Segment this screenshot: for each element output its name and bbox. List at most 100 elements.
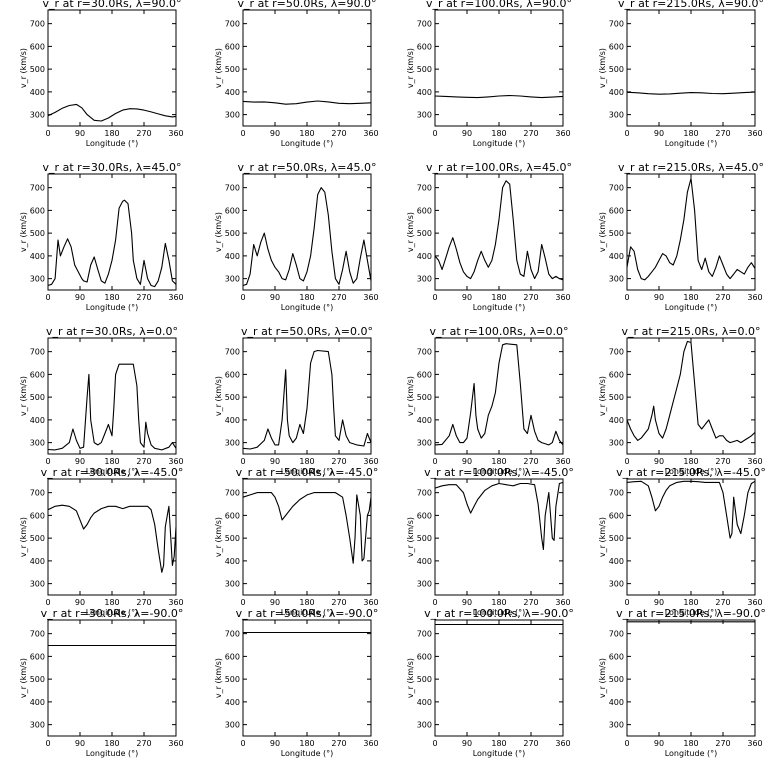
- y-tick-label: 600: [225, 511, 240, 520]
- y-tick-label: 700: [30, 489, 45, 498]
- x-axis-label: Longitude (°): [665, 467, 718, 476]
- x-tick-label: 360: [363, 739, 378, 748]
- y-tick-label: 600: [225, 370, 240, 379]
- y-tick-label: 300: [225, 111, 240, 120]
- y-tick-label: 500: [30, 393, 45, 402]
- y-tick-label: 400: [417, 416, 432, 425]
- panel-title: v_r at r=50.0Rs, λ=0.0°: [241, 325, 373, 338]
- series-line: [626, 177, 756, 281]
- y-tick-label: 500: [609, 675, 624, 684]
- y-tick-label: 700: [30, 184, 45, 193]
- x-tick-label: 0: [432, 293, 437, 302]
- y-tick-label: 500: [225, 393, 240, 402]
- y-axis-label: v_r (km/s): [406, 517, 415, 557]
- x-tick-label: 180: [104, 598, 119, 607]
- x-tick-label: 360: [363, 457, 378, 466]
- x-tick-label: 0: [240, 739, 245, 748]
- y-tick-label: 300: [609, 439, 624, 448]
- x-tick-label: 270: [715, 129, 730, 138]
- x-tick-label: 90: [462, 739, 472, 748]
- y-tick-label: 600: [609, 511, 624, 520]
- x-tick-label: 270: [523, 739, 538, 748]
- x-tick-label: 90: [654, 129, 664, 138]
- plot-frame: [434, 9, 564, 127]
- y-axis-label: v_r (km/s): [214, 48, 223, 88]
- x-tick-label: 0: [432, 598, 437, 607]
- x-tick-label: 270: [136, 457, 151, 466]
- y-tick-label: 300: [609, 721, 624, 730]
- x-tick-label: 0: [624, 457, 629, 466]
- x-tick-label: 90: [270, 739, 280, 748]
- panel-title: v_r at r=50.0Rs, λ=90.0°: [238, 0, 377, 10]
- panel-20: v_r at r=215.0Rs, λ=-90.0° 0 90 180 270 360 30…: [598, 607, 766, 758]
- panel-3: v_r at r=100.0Rs, λ=90.0° 0 90 180 270 360 300…: [406, 0, 572, 148]
- y-tick-label: 400: [609, 698, 624, 707]
- x-tick-label: 360: [747, 739, 762, 748]
- x-axis-label: Longitude (°): [473, 608, 526, 617]
- x-tick-label: 270: [331, 293, 346, 302]
- x-tick-label: 270: [715, 598, 730, 607]
- y-axis-label: v_r (km/s): [406, 212, 415, 252]
- x-axis-label: Longitude (°): [665, 139, 718, 148]
- panel-title: v_r at r=50.0Rs, λ=45.0°: [238, 161, 377, 174]
- series-line: [242, 349, 372, 450]
- y-tick-label: 500: [417, 65, 432, 74]
- y-tick-label: 700: [417, 348, 432, 357]
- y-tick-label: 400: [417, 557, 432, 566]
- plot-frame: [626, 9, 756, 127]
- x-tick-label: 90: [654, 598, 664, 607]
- x-axis-label: Longitude (°): [86, 608, 139, 617]
- y-tick-label: 400: [225, 88, 240, 97]
- y-tick-label: 600: [417, 42, 432, 51]
- y-tick-label: 400: [417, 698, 432, 707]
- y-tick-label: 300: [417, 580, 432, 589]
- x-tick-label: 180: [683, 293, 698, 302]
- plot-frame: [47, 173, 177, 291]
- x-tick-label: 270: [715, 293, 730, 302]
- panel-1: v_r at r=30.0Rs, λ=90.0° 0 90 180 270 360 300 4…: [19, 0, 184, 148]
- x-tick-label: 180: [683, 739, 698, 748]
- y-tick-label: 600: [225, 206, 240, 215]
- x-tick-label: 270: [136, 293, 151, 302]
- y-tick-label: 500: [417, 393, 432, 402]
- y-tick-label: 300: [225, 275, 240, 284]
- x-tick-label: 90: [270, 457, 280, 466]
- panel-title: v_r at r=30.0Rs, λ=-45.0°: [41, 466, 184, 479]
- series-line: [47, 363, 177, 451]
- x-tick-label: 270: [523, 293, 538, 302]
- panel-title: v_r at r=100.0Rs, λ=-45.0°: [424, 466, 574, 479]
- x-axis-label: Longitude (°): [281, 467, 334, 476]
- y-tick-label: 300: [30, 580, 45, 589]
- y-tick-label: 600: [417, 206, 432, 215]
- y-axis-label: v_r (km/s): [19, 376, 28, 416]
- x-tick-label: 360: [555, 457, 570, 466]
- panel-7: v_r at r=100.0Rs, λ=45.0° 0 90 180 270 360 300…: [406, 161, 572, 312]
- x-tick-label: 180: [491, 598, 506, 607]
- x-tick-label: 270: [523, 129, 538, 138]
- y-tick-label: 500: [30, 534, 45, 543]
- y-tick-label: 700: [417, 20, 432, 29]
- y-tick-label: 300: [30, 439, 45, 448]
- panel-11: v_r at r=100.0Rs, λ=0.0° 0 90 180 270 360 300 4…: [406, 325, 571, 476]
- x-tick-label: 90: [462, 129, 472, 138]
- x-axis-label: Longitude (°): [281, 303, 334, 312]
- y-tick-label: 600: [609, 370, 624, 379]
- x-tick-label: 360: [168, 129, 183, 138]
- panel-title: v_r at r=100.0Rs, λ=0.0°: [430, 325, 569, 338]
- series-line: [242, 100, 372, 105]
- panel-title: v_r at r=215.0Rs, λ=45.0°: [618, 161, 764, 174]
- y-tick-label: 600: [609, 652, 624, 661]
- plot-frame: [626, 478, 756, 596]
- x-axis-label: Longitude (°): [473, 139, 526, 148]
- x-tick-label: 270: [136, 739, 151, 748]
- x-tick-label: 0: [624, 598, 629, 607]
- y-axis-label: v_r (km/s): [214, 212, 223, 252]
- y-axis-label: v_r (km/s): [19, 658, 28, 698]
- y-tick-label: 700: [30, 348, 45, 357]
- x-axis-label: Longitude (°): [473, 749, 526, 758]
- series-line: [47, 504, 177, 573]
- y-tick-label: 700: [609, 489, 624, 498]
- y-tick-label: 500: [30, 65, 45, 74]
- panel-title: v_r at r=30.0Rs, λ=90.0°: [43, 0, 182, 10]
- panel-10: v_r at r=50.0Rs, λ=0.0° 0 90 180 270 360 300 40…: [214, 325, 379, 476]
